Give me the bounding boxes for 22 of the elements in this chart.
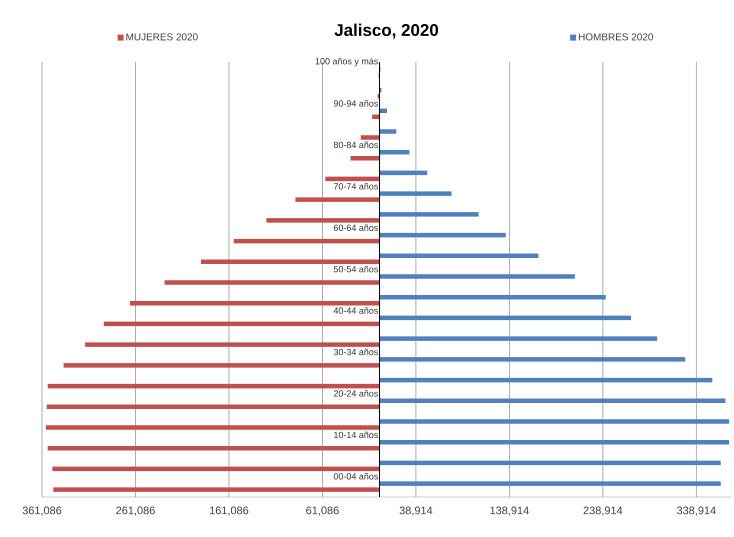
chart-title: Jalisco, 2020 bbox=[334, 24, 438, 39]
y-tick-label: 50-54 años bbox=[334, 266, 378, 272]
legend-label: HOMBRES 2020 bbox=[578, 33, 654, 40]
y-tick-label: 40-44 años bbox=[334, 307, 378, 314]
x-tick-label: 161,086 bbox=[210, 506, 248, 516]
y-tick-label: 10-14 años bbox=[334, 432, 378, 438]
y-tick-label: 20-24 años bbox=[334, 390, 378, 397]
y-tick-label: 90-94 años bbox=[334, 100, 378, 107]
y-tick-label: 80-84 años bbox=[334, 142, 378, 148]
y-tick-label: 60-64 años bbox=[334, 224, 378, 231]
x-tick-label: 361,086 bbox=[22, 506, 62, 516]
y-tick-label: 70-74 años bbox=[334, 182, 378, 190]
y-tick-label: 00-04 años bbox=[334, 472, 378, 480]
y-tick-label: 30-34 años bbox=[334, 348, 378, 356]
legend-label: MUJERES 2020 bbox=[126, 33, 198, 40]
x-tick-label: 338,914 bbox=[676, 506, 716, 516]
x-tick-label: 261,086 bbox=[116, 506, 155, 516]
x-tick-label: 238,914 bbox=[584, 506, 622, 516]
y-tick-label: 100 años y más bbox=[316, 58, 378, 66]
x-tick-label: 61,086 bbox=[306, 506, 339, 516]
x-tick-label: 138,914 bbox=[490, 506, 529, 516]
x-tick-label: 38,914 bbox=[400, 506, 432, 516]
